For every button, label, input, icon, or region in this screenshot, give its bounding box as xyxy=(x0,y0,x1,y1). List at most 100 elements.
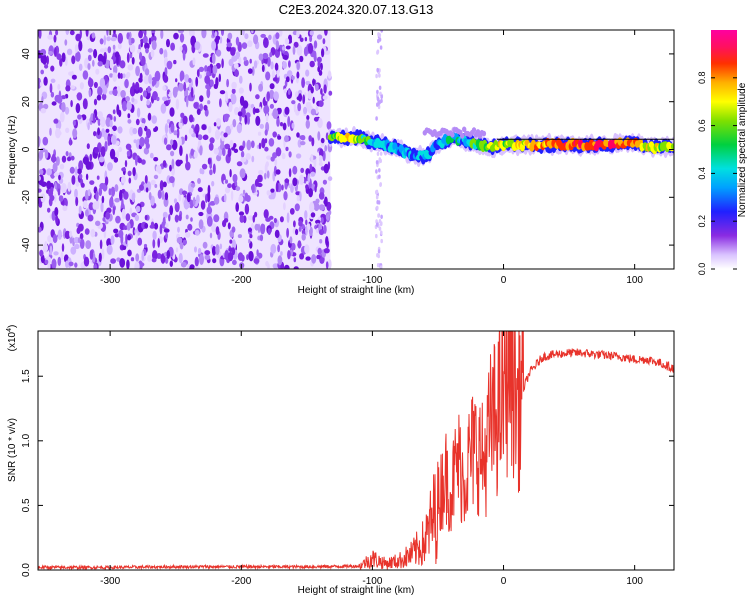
noise-blob xyxy=(62,205,68,212)
noise-blob xyxy=(315,219,321,224)
noise-blob xyxy=(101,195,105,204)
noise-blob xyxy=(103,132,108,141)
noise-blob xyxy=(105,128,110,133)
noise-blob xyxy=(87,54,92,62)
noise-blob xyxy=(48,189,54,198)
noise-blob xyxy=(69,30,75,36)
noise-blob xyxy=(296,71,300,79)
noise-blob xyxy=(108,90,114,95)
noise-blob xyxy=(282,61,287,70)
noise-blob xyxy=(209,232,213,239)
noise-blob xyxy=(41,96,44,104)
noise-blob xyxy=(227,222,231,230)
noise-blob xyxy=(117,72,121,79)
noise-blob xyxy=(300,167,305,173)
noise-blob xyxy=(219,36,223,44)
noise-blob xyxy=(249,58,252,64)
noise-blob xyxy=(211,180,215,187)
noise-blob xyxy=(260,33,267,38)
snr-scale-exponent: 4 xyxy=(6,328,13,332)
noise-blob xyxy=(322,95,328,100)
noise-blob xyxy=(266,170,270,179)
noise-blob xyxy=(250,30,254,34)
noise-blob xyxy=(323,84,327,94)
noise-blob xyxy=(113,30,116,34)
noise-blob xyxy=(119,60,126,69)
noise-blob xyxy=(135,232,138,242)
noise-blob xyxy=(298,220,303,227)
noise-blob xyxy=(64,56,68,66)
noise-blob xyxy=(321,48,325,58)
noise-blob xyxy=(107,162,113,171)
noise-blob xyxy=(134,214,140,222)
noise-blob xyxy=(318,229,325,236)
noise-blob xyxy=(74,44,79,53)
noise-blob xyxy=(109,73,113,78)
noise-blob xyxy=(192,196,196,206)
noise-blob xyxy=(112,89,118,96)
spectrogram-y-tick-label: -20 xyxy=(21,190,32,205)
noise-blob xyxy=(212,64,218,75)
noise-blob xyxy=(103,35,107,46)
noise-blob xyxy=(87,122,90,131)
noise-blob xyxy=(310,86,314,94)
noise-blob xyxy=(142,90,148,98)
noise-blob xyxy=(308,135,313,142)
noise-blob xyxy=(115,215,121,224)
noise-blob xyxy=(193,151,198,159)
noise-blob xyxy=(72,119,76,126)
noise-blob xyxy=(297,240,302,249)
noise-blob xyxy=(272,77,278,82)
noise-blob xyxy=(121,198,124,208)
noise-blob xyxy=(97,111,103,120)
noise-blob xyxy=(237,234,242,239)
noise-blob xyxy=(305,256,311,261)
noise-blob xyxy=(159,224,163,235)
noise-blob xyxy=(100,146,106,158)
noise-blob xyxy=(131,57,135,65)
noise-blob xyxy=(296,30,300,38)
colorbar: 0.0 0.2 0.4 0.6 0.8 Normalized spectral ampl… xyxy=(697,30,748,275)
noise-blob xyxy=(127,249,132,257)
noise-blob xyxy=(127,113,131,119)
noise-blob xyxy=(227,183,232,189)
noise-blob xyxy=(274,229,280,239)
noise-blob xyxy=(313,50,317,61)
noise-blob xyxy=(186,96,189,108)
noise-blob xyxy=(166,60,173,70)
noise-blob xyxy=(57,188,61,196)
noise-blob xyxy=(253,258,260,264)
ridge-harmonic-blob xyxy=(450,132,455,138)
noise-blob xyxy=(327,70,332,79)
noise-blob xyxy=(127,64,134,71)
noise-blob xyxy=(126,222,131,231)
noise-blob xyxy=(305,219,308,226)
noise-blob xyxy=(104,176,109,186)
noise-blob xyxy=(40,48,47,56)
noise-blob xyxy=(198,211,204,217)
noise-blob xyxy=(164,256,169,264)
noise-stripe-blob xyxy=(379,265,383,269)
noise-blob xyxy=(197,187,203,193)
noise-blob xyxy=(110,129,114,135)
noise-blob xyxy=(273,217,277,224)
noise-blob xyxy=(215,35,221,41)
noise-blob xyxy=(202,241,208,249)
noise-blob xyxy=(230,93,234,99)
noise-blob xyxy=(143,243,148,248)
noise-blob xyxy=(40,108,47,114)
noise-blob xyxy=(269,103,274,109)
noise-blob xyxy=(228,101,233,113)
noise-blob xyxy=(225,90,228,102)
noise-blob xyxy=(328,90,333,96)
snr-x-axis-label: Height of straight line (km) xyxy=(298,585,415,596)
noise-blob xyxy=(267,228,271,235)
noise-blob xyxy=(267,263,270,269)
noise-blob xyxy=(153,174,159,180)
noise-blob xyxy=(159,180,164,191)
noise-blob xyxy=(268,89,275,100)
noise-blob xyxy=(294,203,300,212)
noise-blob xyxy=(303,46,309,57)
noise-blob xyxy=(304,37,308,42)
noise-blob xyxy=(121,208,126,220)
